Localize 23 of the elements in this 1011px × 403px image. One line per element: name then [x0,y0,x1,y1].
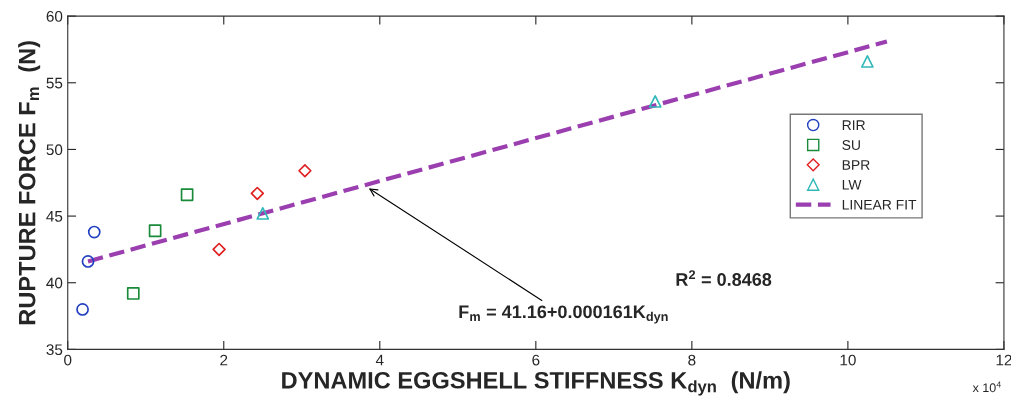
y-tick-label: 60 [46,10,63,22]
y-tick-label: 45 [46,211,63,222]
y-tick-label: 40 [46,277,63,289]
x-tick-label: 6 [532,354,540,366]
legend-label: LW [842,180,862,190]
y-axis-title: RUPTURE FORCE F$_{m}$ (N) [18,41,41,325]
x-tick-label: 12 [996,354,1011,366]
legend-label: SU [842,140,860,150]
text: x 10$^{4}$ [972,381,1001,393]
legend-label: BPR [842,160,870,170]
y-tick-label: 35 [46,344,63,356]
annotation: F$_{m}$ = 41.16+0.000161K$_{dyn}$ [459,305,668,324]
x-tick-label: 2 [220,354,228,366]
x-axis-title: DYNAMIC EGGSHELL STIFFNESS K$_{dyn}$ (N/m) [282,371,790,396]
y-tick-label: 55 [46,77,63,89]
annotation: R$^{2}$ = 0.8468 [676,270,772,286]
x-tick-label: 0 [64,354,72,366]
legend-label: RIR [842,120,865,130]
x-tick-label: 10 [840,354,856,366]
y-tick-label: 50 [46,144,63,156]
x-tick-label: 4 [375,354,384,366]
x-tick-label: 8 [688,354,696,366]
legend-label: LINEAR FIT [842,199,917,210]
